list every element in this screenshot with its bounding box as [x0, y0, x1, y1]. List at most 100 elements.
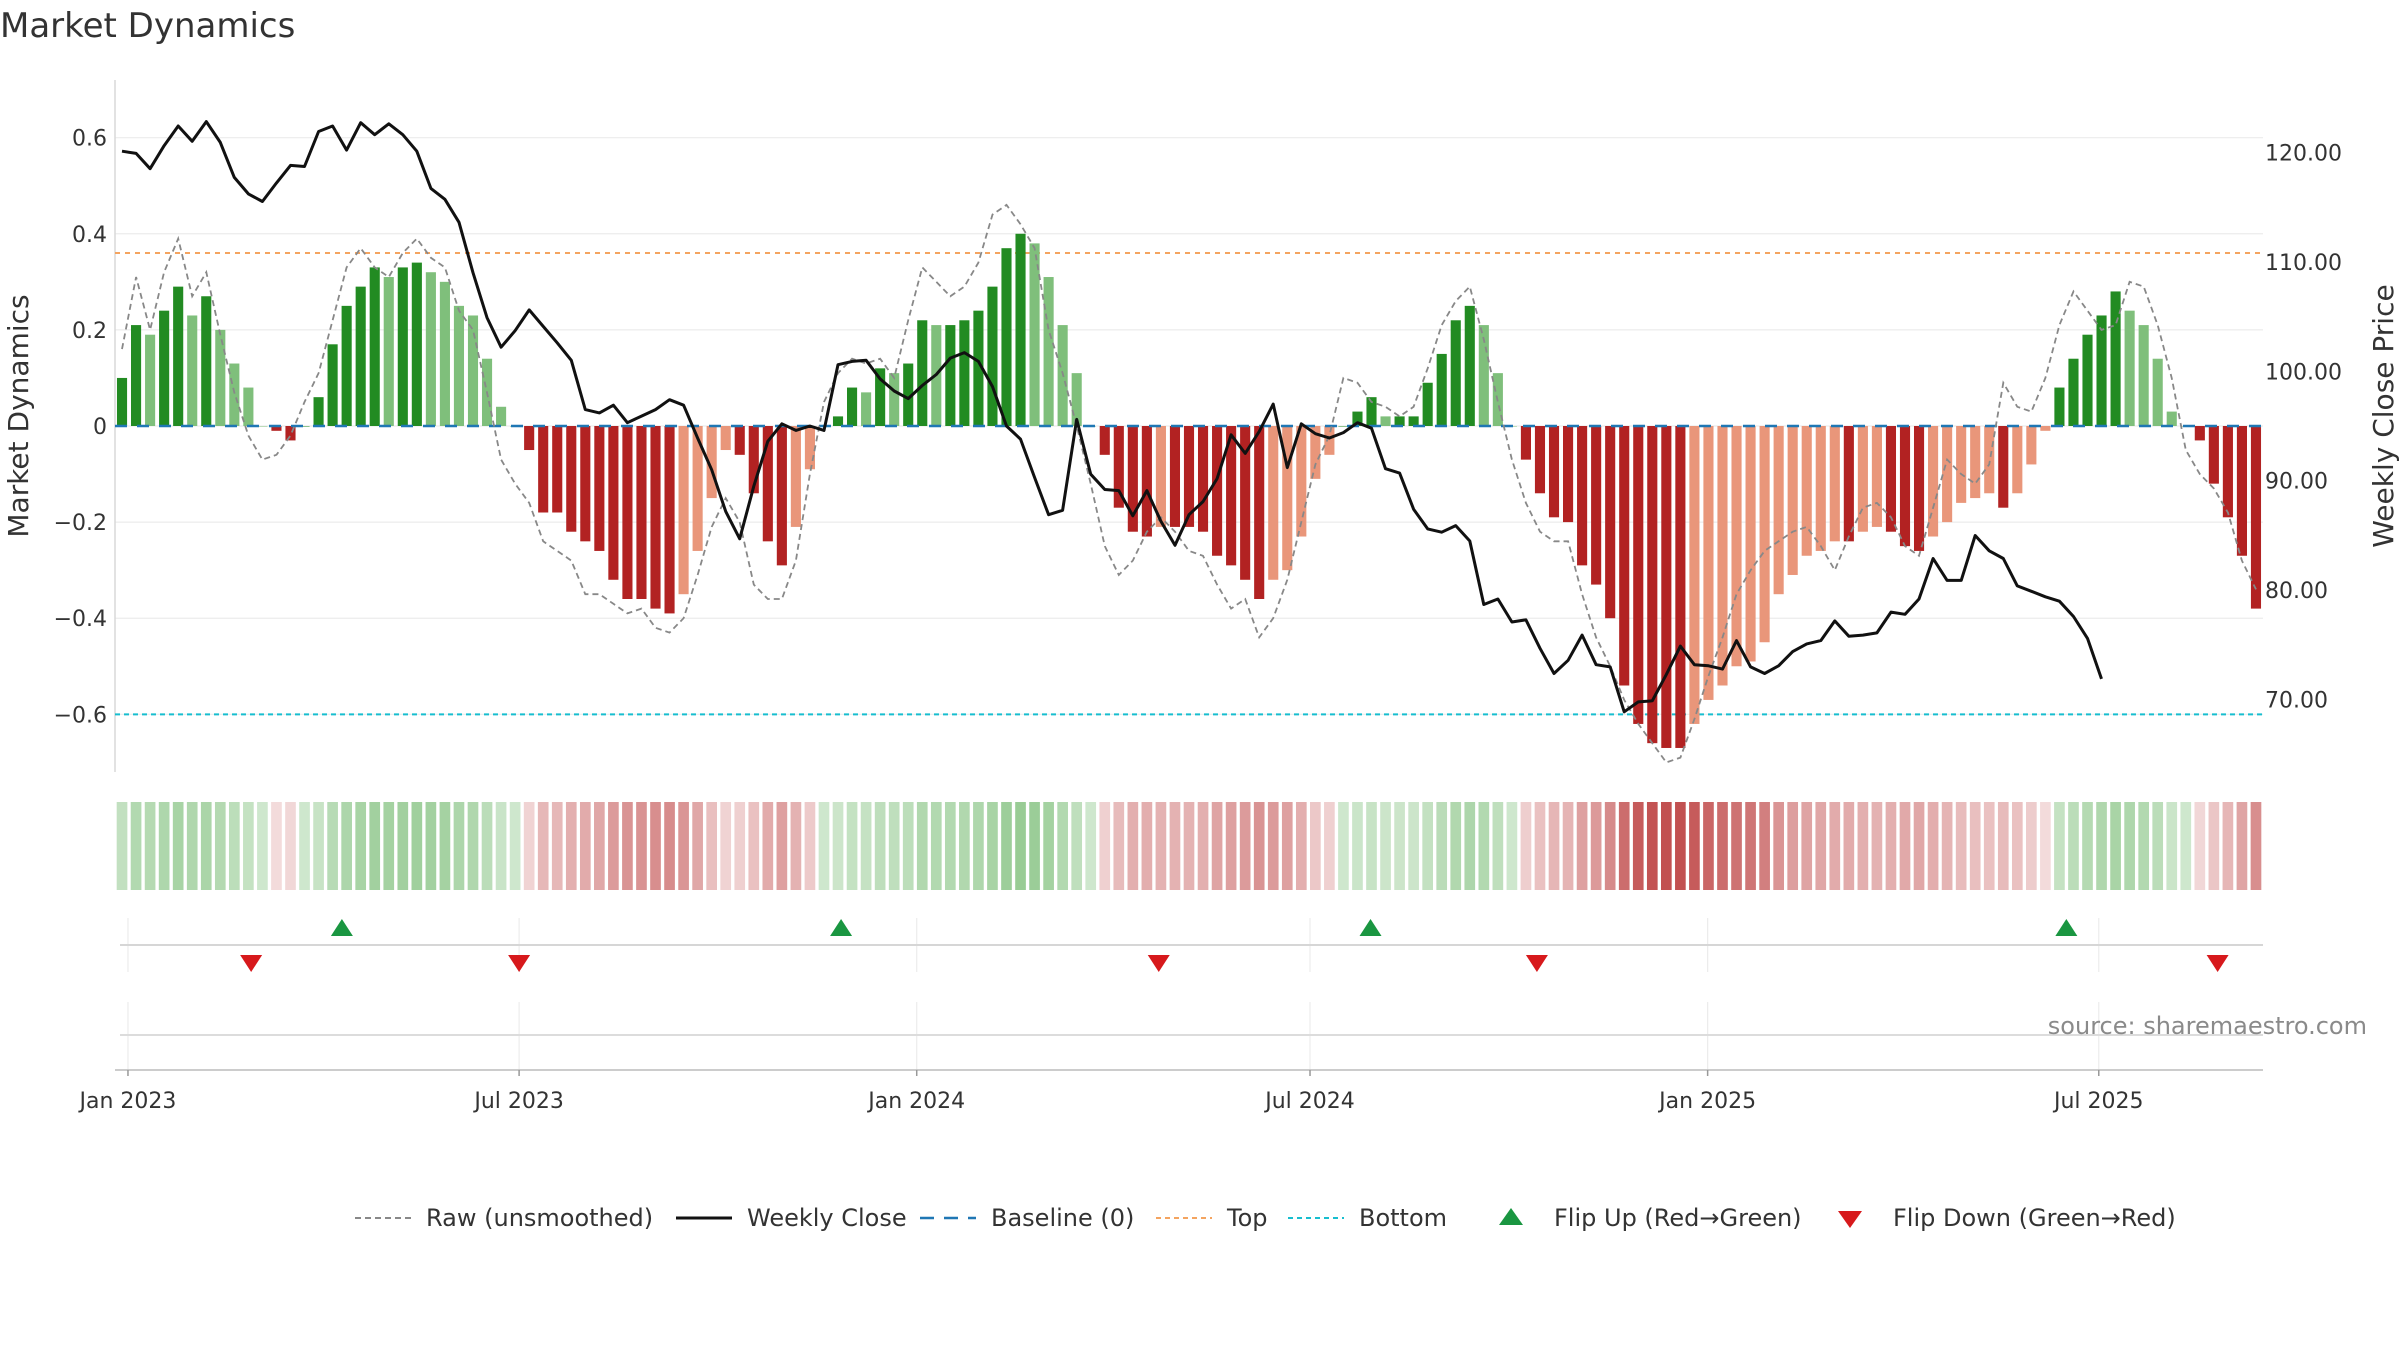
momentum-bar: [917, 320, 928, 426]
regime-strip-cell: [1464, 802, 1476, 890]
momentum-bar: [1548, 426, 1560, 518]
momentum-bar: [762, 426, 773, 542]
regime-strip-cell: [902, 802, 914, 890]
regime-strip-cell: [636, 802, 647, 890]
regime-strip-cell: [257, 802, 268, 890]
momentum-bar: [1717, 426, 1728, 686]
momentum-bar: [1099, 426, 1110, 455]
momentum-bar: [987, 286, 998, 426]
weekly-close-line: [121, 120, 2103, 714]
regime-strip-cell: [1843, 802, 1855, 890]
regime-strip-cell: [2096, 802, 2107, 890]
y-tick-labels: 0.6 0.4 0.2 0 −0.2 −0.4 −0.6: [54, 127, 107, 729]
regime-strip-cell: [1927, 802, 1939, 890]
regime-strip-cell: [608, 802, 619, 890]
regime-strip-cell: [1604, 802, 1616, 890]
page-title: Market Dynamics: [0, 6, 296, 46]
momentum-bar: [2096, 315, 2107, 426]
momentum-bar: [832, 416, 844, 426]
momentum-bar: [945, 325, 956, 426]
momentum-bar: [1928, 426, 1939, 537]
momentum-bar: [229, 363, 240, 426]
regime-strip-cell: [1675, 802, 1686, 890]
legend-item: Weekly Close: [676, 1204, 907, 1232]
momentum-bar: [875, 368, 886, 426]
regime-strip-cell: [158, 802, 170, 890]
regime-strip-cell: [1352, 802, 1363, 890]
regime-strip-cell: [2194, 802, 2206, 890]
momentum-bar: [2110, 291, 2121, 426]
regime-strip-cell: [2011, 802, 2023, 890]
regime-strip-cell: [1183, 802, 1195, 890]
regime-strip-cell: [734, 802, 746, 890]
regime-strip-cell: [1408, 802, 1419, 890]
x-tick-label: Jul 2023: [472, 1089, 564, 1114]
flip-markers: [240, 919, 2229, 972]
regime-strip-cell: [214, 802, 226, 890]
momentum-bar: [1675, 426, 1686, 748]
regime-strip-cell: [1997, 802, 2009, 890]
flip-down-marker: [2206, 955, 2229, 972]
legend-label: Flip Up (Red→Green): [1554, 1204, 1802, 1232]
momentum-bar: [1815, 426, 1826, 551]
momentum-bar: [355, 286, 366, 426]
momentum-bar: [1787, 426, 1798, 575]
regime-strip-cell: [341, 802, 352, 890]
momentum-bar: [1534, 426, 1546, 494]
momentum-bar: [861, 392, 872, 426]
regime-strip-cell: [987, 802, 998, 890]
regime-strip-cell: [678, 802, 689, 890]
regime-strip-cell: [1422, 802, 1434, 890]
regime-strip-cell: [692, 802, 703, 890]
momentum-bar: [847, 387, 858, 426]
momentum-bar: [524, 426, 535, 451]
raw-series-line: [121, 203, 2257, 764]
regime-strip-cell: [973, 802, 984, 890]
regime-strip-cell: [1857, 802, 1869, 890]
momentum-bar: [973, 310, 984, 426]
momentum-bar: [299, 426, 310, 427]
regime-strip-cell: [383, 802, 395, 890]
regime-strip-cell: [1731, 802, 1742, 890]
momentum-bar: [425, 272, 436, 426]
y2-tick-label: 120.00: [2265, 141, 2342, 166]
regime-strip-cell: [299, 802, 310, 890]
regime-strip-cell: [425, 802, 437, 890]
regime-strip-cell: [397, 802, 409, 890]
regime-strip-cell: [1815, 802, 1827, 890]
regime-strip-cell: [1295, 802, 1307, 890]
momentum-bar: [580, 426, 591, 542]
momentum-bar: [1773, 426, 1784, 595]
regime-strip-cell: [2138, 802, 2150, 890]
momentum-bar: [453, 305, 465, 426]
regime-strip-cell: [1759, 802, 1770, 890]
regime-strip-cell: [172, 802, 184, 890]
momentum-bar: [903, 363, 914, 426]
regime-strip-cell: [1436, 802, 1448, 890]
regime-strip-cell: [200, 802, 212, 890]
momentum-bar: [1352, 411, 1363, 426]
momentum-bar: [664, 426, 675, 614]
momentum-bar: [1450, 320, 1461, 426]
regime-strip-cell: [1885, 802, 1897, 890]
regime-strip-cell: [1324, 802, 1335, 890]
regime-strip-cell: [2068, 802, 2079, 890]
regime-strip-cell: [130, 802, 142, 890]
regime-strip-cell: [1155, 802, 1167, 890]
momentum-bar: [1619, 426, 1630, 686]
momentum-bar: [706, 426, 717, 499]
momentum-bar: [1324, 426, 1335, 455]
legend-swatch-flip-down: [1838, 1211, 1862, 1228]
regime-strip-cell: [664, 802, 675, 890]
regime-strip-cell: [762, 802, 774, 890]
momentum-bar: [1464, 305, 1475, 426]
regime-strip-cell: [1071, 802, 1083, 890]
momentum-bar: [1478, 325, 1489, 426]
momentum-bar: [1436, 353, 1447, 426]
momentum-bar: [173, 286, 184, 426]
momentum-bar: [1380, 416, 1391, 426]
momentum-bar: [1843, 426, 1854, 542]
momentum-bar: [271, 426, 282, 431]
momentum-bar: [1408, 416, 1419, 426]
regime-strip-cell: [509, 802, 521, 890]
